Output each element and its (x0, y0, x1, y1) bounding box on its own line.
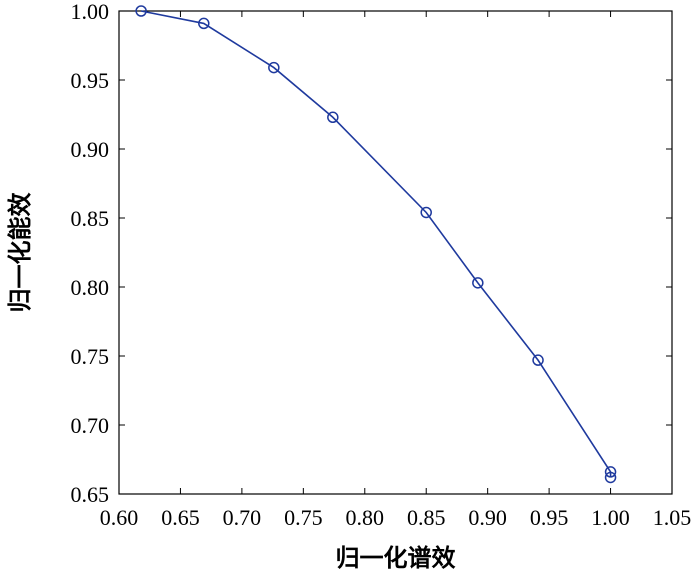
plot-area (118, 10, 673, 495)
x-axis-ticks: 0.60 0.65 0.70 0.75 0.80 0.85 0.90 0.95 1.00 1.05 (100, 11, 692, 530)
x-tick-label: 0.60 (100, 505, 139, 530)
data-point (327, 111, 339, 124)
y-axis-title: 归一化能效 (6, 193, 34, 313)
x-tick-label: 0.95 (530, 505, 569, 530)
x-tick-label: 1.00 (591, 505, 630, 530)
data-point (135, 5, 147, 17)
data-point (604, 466, 617, 478)
x-tick-label: 0.70 (223, 505, 262, 530)
data-point (268, 61, 280, 74)
y-axis-ticks: 0.65 0.70 0.75 0.80 0.85 0.90 0.95 1.00 (71, 0, 672, 507)
y-tick-label: 0.85 (71, 206, 110, 231)
x-tick-label: 1.05 (653, 505, 692, 530)
y-tick-label: 0.80 (71, 275, 110, 300)
plot-frame (118, 10, 673, 495)
y-tick-label: 0.95 (71, 68, 110, 93)
y-tick-label: 1.00 (71, 0, 110, 24)
y-tick-label: 0.90 (71, 137, 110, 162)
data-point (198, 17, 210, 30)
x-axis-title: 归一化谱效 (336, 544, 456, 572)
data-point (604, 471, 617, 484)
x-tick-label: 0.75 (284, 505, 323, 530)
x-tick-label: 0.65 (161, 505, 200, 530)
y-tick-label: 0.70 (71, 413, 110, 438)
data-point (532, 354, 544, 366)
series-layer (135, 5, 617, 484)
y-tick-label: 0.65 (71, 482, 110, 507)
y-tick-label: 0.75 (71, 344, 110, 369)
x-tick-label: 0.85 (407, 505, 446, 530)
x-tick-label: 0.80 (346, 505, 385, 530)
series-line (140, 10, 612, 478)
x-tick-label: 0.90 (468, 505, 507, 530)
data-point (472, 277, 484, 289)
data-point (420, 206, 432, 219)
